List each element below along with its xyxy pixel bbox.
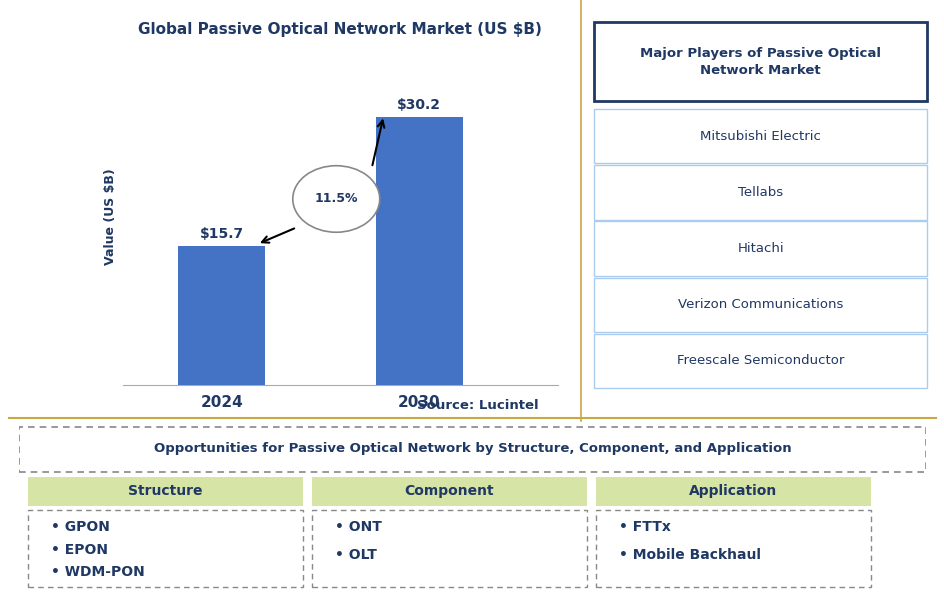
Text: • Mobile Backhaul: • Mobile Backhaul [618,548,760,562]
FancyBboxPatch shape [19,427,925,471]
Text: Major Players of Passive Optical
Network Market: Major Players of Passive Optical Network… [639,47,881,77]
FancyBboxPatch shape [28,477,302,506]
FancyBboxPatch shape [594,166,926,220]
FancyBboxPatch shape [594,22,926,102]
Text: • FTTx: • FTTx [618,520,669,534]
Text: Opportunities for Passive Optical Network by Structure, Component, and Applicati: Opportunities for Passive Optical Networ… [154,442,790,455]
FancyBboxPatch shape [594,334,926,388]
FancyBboxPatch shape [28,510,302,588]
FancyBboxPatch shape [312,510,586,588]
Ellipse shape [293,166,379,232]
Bar [376,117,463,385]
Bar [178,246,265,385]
FancyBboxPatch shape [594,222,926,276]
FancyBboxPatch shape [596,510,869,588]
Text: • GPON: • GPON [51,520,110,534]
Text: Structure: Structure [128,485,202,498]
Text: Freescale Semiconductor: Freescale Semiconductor [676,354,844,367]
Text: Component: Component [404,485,494,498]
FancyBboxPatch shape [596,477,869,506]
Title: Global Passive Optical Network Market (US $B): Global Passive Optical Network Market (U… [138,22,542,37]
Text: Tellabs: Tellabs [737,186,783,199]
Text: • ONT: • ONT [334,520,381,534]
Text: Source: Lucintel: Source: Lucintel [416,399,538,412]
FancyBboxPatch shape [594,110,926,164]
Text: • OLT: • OLT [334,548,376,562]
Text: • WDM-PON: • WDM-PON [51,565,144,579]
Text: $30.2: $30.2 [396,98,441,112]
Text: 11.5%: 11.5% [314,193,358,205]
Text: • EPON: • EPON [51,542,108,557]
FancyBboxPatch shape [312,477,586,506]
Text: Application: Application [688,485,777,498]
Text: Hitachi: Hitachi [736,242,784,255]
Text: $15.7: $15.7 [199,227,244,241]
FancyBboxPatch shape [594,278,926,332]
Y-axis label: Value (US $B): Value (US $B) [104,169,117,265]
Text: Mitsubishi Electric: Mitsubishi Electric [700,130,820,143]
Text: Verizon Communications: Verizon Communications [677,298,842,311]
